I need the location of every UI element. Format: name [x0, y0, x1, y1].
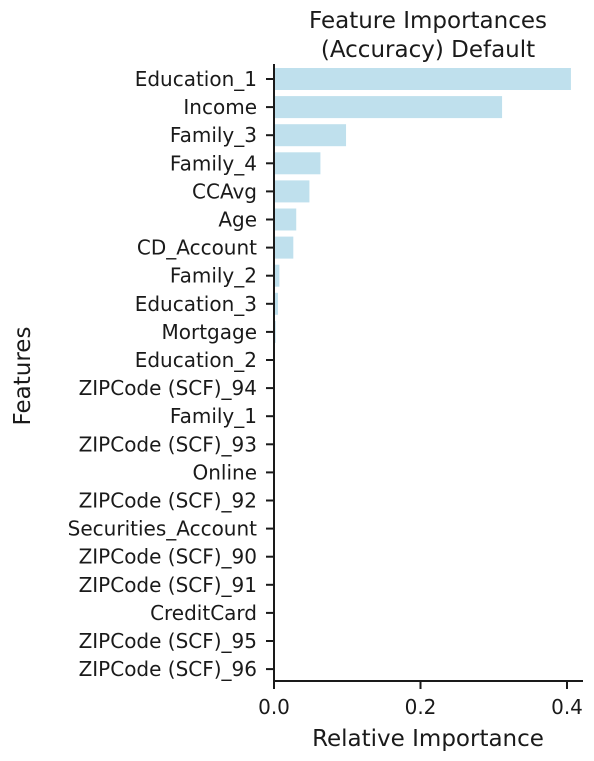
- y-tick-label-16: Securities_Account: [68, 517, 257, 541]
- bar-1: [275, 96, 503, 119]
- bar-8: [275, 292, 278, 315]
- y-tick-label-14: Online: [192, 460, 257, 484]
- y-axis-label: Features: [10, 327, 36, 426]
- y-tick-label-20: ZIPCode (SCF)_95: [79, 629, 257, 653]
- y-tick-label-6: CD_Account: [137, 236, 257, 260]
- y-tick-label-21: ZIPCode (SCF)_96: [79, 657, 257, 681]
- y-tick-label-11: ZIPCode (SCF)_94: [79, 376, 257, 400]
- y-tick-labels: Education_1 Income Family_3 Family_4 CCAvg Ag…: [68, 67, 274, 681]
- y-tick-label-8: Education_3: [135, 292, 257, 316]
- y-tick-label-18: ZIPCode (SCF)_91: [79, 573, 257, 597]
- chart-title-line-1: Feature Importances: [309, 8, 547, 34]
- x-tick-label-0: 0.0: [258, 695, 290, 719]
- y-tick-label-13: ZIPCode (SCF)_93: [79, 432, 257, 456]
- x-ticks: 0.0 0.2 0.4: [258, 681, 583, 719]
- bar-6: [275, 236, 294, 259]
- bar-5: [275, 208, 297, 231]
- y-tick-label-1: Income: [183, 95, 257, 119]
- bar-7: [275, 264, 280, 287]
- y-tick-label-15: ZIPCode (SCF)_92: [79, 489, 257, 513]
- x-tick-label-2: 0.4: [551, 695, 583, 719]
- y-tick-label-0: Education_1: [135, 67, 257, 91]
- y-tick-label-17: ZIPCode (SCF)_90: [79, 545, 257, 569]
- y-tick-label-2: Family_3: [170, 123, 257, 147]
- bar-4: [275, 180, 310, 203]
- y-tick-label-19: CreditCard: [150, 601, 257, 625]
- bar-3: [275, 152, 321, 175]
- chart-title-line-2: (Accuracy) Default: [321, 37, 535, 63]
- bar-9: [275, 320, 276, 343]
- bar-2: [275, 124, 347, 147]
- y-tick-label-4: CCAvg: [192, 179, 257, 203]
- bars-group: [275, 68, 571, 343]
- y-tick-label-3: Family_4: [170, 151, 257, 175]
- y-tick-label-9: Mortgage: [161, 320, 257, 344]
- y-tick-label-12: Family_1: [170, 404, 257, 428]
- y-tick-label-10: Education_2: [135, 348, 257, 372]
- x-axis-label: Relative Importance: [312, 726, 544, 752]
- x-tick-label-1: 0.2: [405, 695, 437, 719]
- y-tick-label-7: Family_2: [170, 264, 257, 288]
- bar-0: [275, 68, 571, 90]
- y-tick-label-5: Age: [218, 208, 257, 232]
